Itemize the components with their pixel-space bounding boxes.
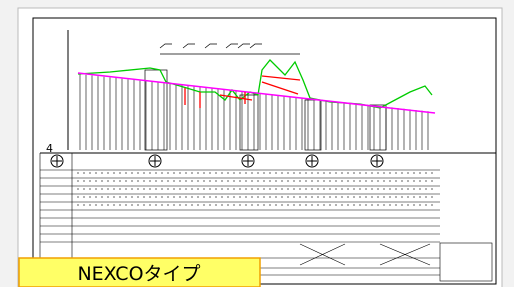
drawing: 4 NEXCOタイプ (0, 0, 514, 287)
station-mark: 4 (46, 142, 53, 155)
page: 4 NEXCOタイプ (() => { const data = JSON.pa… (0, 0, 514, 287)
label: NEXCOタイプ (77, 263, 200, 285)
